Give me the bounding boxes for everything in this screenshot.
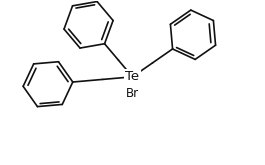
Text: Br: Br — [126, 87, 139, 99]
Text: Te: Te — [125, 70, 140, 83]
